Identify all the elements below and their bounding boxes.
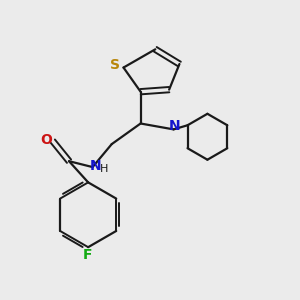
Text: F: F: [83, 248, 92, 262]
Text: O: O: [40, 133, 52, 147]
Text: N: N: [90, 159, 101, 172]
Text: N: N: [168, 119, 180, 133]
Text: S: S: [110, 58, 120, 72]
Text: H: H: [100, 164, 108, 174]
